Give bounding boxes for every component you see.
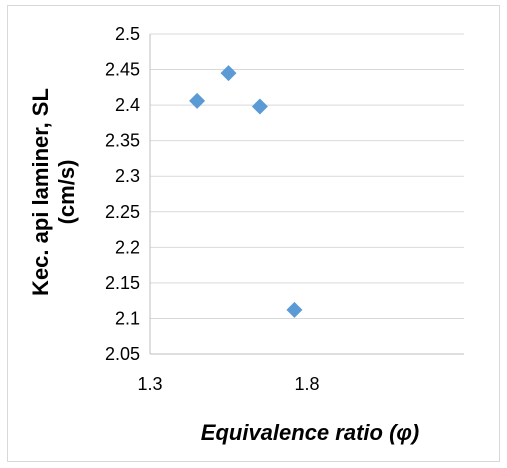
x-tick-labels: 1.3 1.8 [137, 374, 319, 394]
data-point-marker [220, 65, 237, 82]
y-tick-label: 2.45 [105, 60, 140, 80]
y-tick-labels: 2.05 2.1 2.15 2.2 2.25 2.3 2.35 2.4 2.45 2.5 [105, 24, 140, 364]
y-tick-label: 2.25 [105, 202, 140, 222]
x-tick-label: 1.8 [294, 374, 319, 394]
gridlines [150, 33, 464, 319]
axes [149, 34, 464, 355]
y-axis-title-line2: (cm/s) [54, 160, 79, 225]
y-tick-label: 2.05 [105, 344, 140, 364]
data-points [189, 65, 303, 318]
y-tick-label: 2.5 [115, 24, 140, 44]
y-tick-label: 2.1 [115, 308, 140, 328]
data-point-marker [286, 301, 303, 318]
y-tick-label: 2.15 [105, 273, 140, 293]
y-tick-label: 2.35 [105, 131, 140, 151]
y-tick-label: 2.3 [115, 166, 140, 186]
x-tick-label: 1.3 [137, 374, 162, 394]
chart-frame [7, 5, 500, 462]
data-point-marker [189, 92, 206, 109]
x-axis-title: Equivalence ratio (φ) [201, 420, 419, 445]
y-tick-label: 2.2 [115, 237, 140, 257]
data-point-marker [251, 98, 268, 115]
y-tick-label: 2.4 [115, 95, 140, 115]
y-axis-title-line1: Kec. api laminer, SL [28, 88, 53, 296]
